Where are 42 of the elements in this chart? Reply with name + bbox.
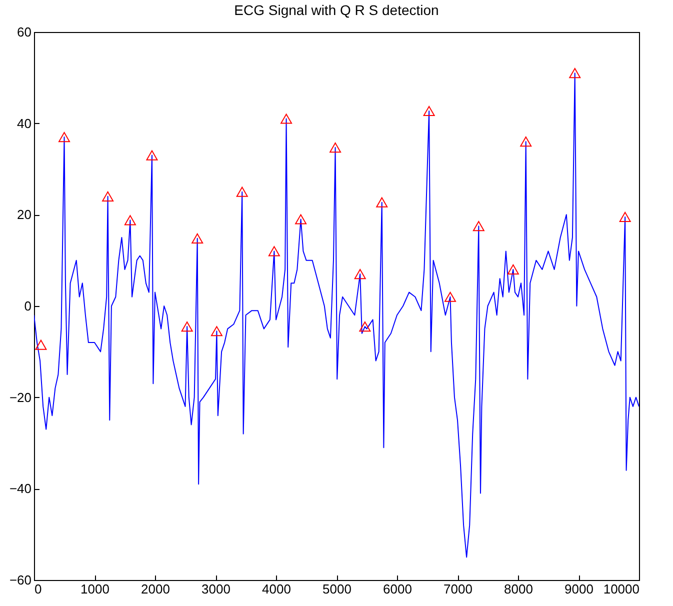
x-tick-label: 1000 [80,582,110,596]
point [359,322,371,332]
point [376,197,388,208]
y-tick-label: 40 [17,116,32,131]
y-tick-label: −40 [9,481,32,496]
chart-title: ECG Signal with Q R S detection [234,2,439,18]
x-tick-label: 8000 [504,582,533,596]
point [268,246,280,256]
x-tick-label: 10000 [603,582,640,596]
point [472,221,484,232]
y-tick-label: 60 [17,24,32,40]
point [58,132,70,142]
x-tick-label: 3000 [202,582,230,596]
x-tick-label: 6000 [383,582,412,596]
x-tick-label: 4000 [262,582,291,596]
x-tick-label: 2000 [141,582,170,596]
x-tick-label: 9000 [564,582,594,596]
x-tick-label: 5000 [322,582,352,596]
point [619,212,631,222]
point [330,142,342,153]
x-tick-label: 0 [34,582,42,596]
point [444,292,456,302]
point [210,326,222,336]
x-tick-label: 7000 [444,582,472,596]
point [280,114,292,124]
point [102,191,114,202]
point [236,186,248,197]
y-tick-label: −20 [9,390,32,405]
y-tick-label: 0 [24,298,32,314]
point [423,106,435,116]
point [181,322,193,332]
point [295,214,307,224]
point [354,268,366,280]
point [35,340,47,350]
y-tick-label: −60 [9,572,32,588]
point [192,233,204,244]
y-tick-label: 20 [17,207,32,222]
point [124,215,136,226]
point [507,264,519,275]
point [146,150,158,160]
point [569,68,581,78]
point [520,136,532,147]
